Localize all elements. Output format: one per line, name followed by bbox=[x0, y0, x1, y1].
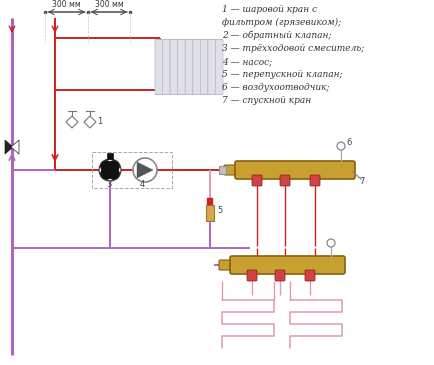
Text: 3 — трёхходовой смеситель;: 3 — трёхходовой смеситель; bbox=[222, 44, 364, 53]
Text: 5: 5 bbox=[217, 206, 222, 215]
FancyBboxPatch shape bbox=[224, 165, 238, 175]
FancyBboxPatch shape bbox=[235, 161, 355, 179]
Text: 6: 6 bbox=[346, 138, 352, 147]
Text: 2 — обратный клапан;: 2 — обратный клапан; bbox=[222, 31, 332, 41]
Bar bbox=[207, 198, 213, 205]
Text: 300 мм: 300 мм bbox=[95, 0, 123, 9]
Text: 5 — перепускной клапан;: 5 — перепускной клапан; bbox=[222, 70, 342, 79]
Circle shape bbox=[133, 158, 157, 182]
Circle shape bbox=[327, 239, 335, 247]
FancyBboxPatch shape bbox=[170, 39, 178, 95]
Text: 3: 3 bbox=[106, 180, 112, 189]
FancyBboxPatch shape bbox=[208, 39, 215, 95]
Polygon shape bbox=[66, 116, 78, 128]
FancyBboxPatch shape bbox=[219, 260, 233, 270]
FancyBboxPatch shape bbox=[310, 175, 320, 186]
FancyBboxPatch shape bbox=[201, 39, 208, 95]
Polygon shape bbox=[84, 116, 96, 128]
Bar bbox=[206, 205, 214, 221]
FancyBboxPatch shape bbox=[280, 175, 290, 186]
FancyBboxPatch shape bbox=[247, 270, 257, 281]
Text: 1 — шаровой кран с: 1 — шаровой кран с bbox=[222, 5, 317, 14]
Polygon shape bbox=[11, 140, 19, 154]
FancyBboxPatch shape bbox=[275, 270, 285, 281]
FancyBboxPatch shape bbox=[185, 39, 193, 95]
FancyBboxPatch shape bbox=[178, 39, 185, 95]
FancyBboxPatch shape bbox=[193, 39, 201, 95]
Circle shape bbox=[100, 160, 112, 172]
Text: 300 мм: 300 мм bbox=[52, 0, 81, 9]
Text: 4 — насос;: 4 — насос; bbox=[222, 57, 272, 66]
Bar bbox=[219, 166, 226, 174]
Text: фильтром (грязевиком);: фильтром (грязевиком); bbox=[222, 18, 341, 27]
Circle shape bbox=[100, 168, 112, 180]
Text: 6 — воздухоотводчик;: 6 — воздухоотводчик; bbox=[222, 83, 329, 92]
Text: 7: 7 bbox=[359, 177, 365, 186]
FancyBboxPatch shape bbox=[155, 39, 163, 95]
FancyBboxPatch shape bbox=[305, 270, 315, 281]
FancyBboxPatch shape bbox=[230, 256, 345, 274]
FancyBboxPatch shape bbox=[163, 39, 170, 95]
FancyBboxPatch shape bbox=[215, 39, 223, 95]
Text: 1: 1 bbox=[97, 117, 102, 126]
Circle shape bbox=[108, 160, 120, 172]
Circle shape bbox=[337, 142, 345, 150]
Circle shape bbox=[99, 159, 121, 181]
Text: 4: 4 bbox=[140, 180, 145, 189]
Bar bbox=[107, 153, 113, 159]
Polygon shape bbox=[5, 140, 13, 154]
Polygon shape bbox=[137, 162, 153, 178]
Text: 7 — спускной кран: 7 — спускной кран bbox=[222, 96, 311, 105]
FancyBboxPatch shape bbox=[252, 175, 262, 186]
Circle shape bbox=[108, 168, 120, 180]
